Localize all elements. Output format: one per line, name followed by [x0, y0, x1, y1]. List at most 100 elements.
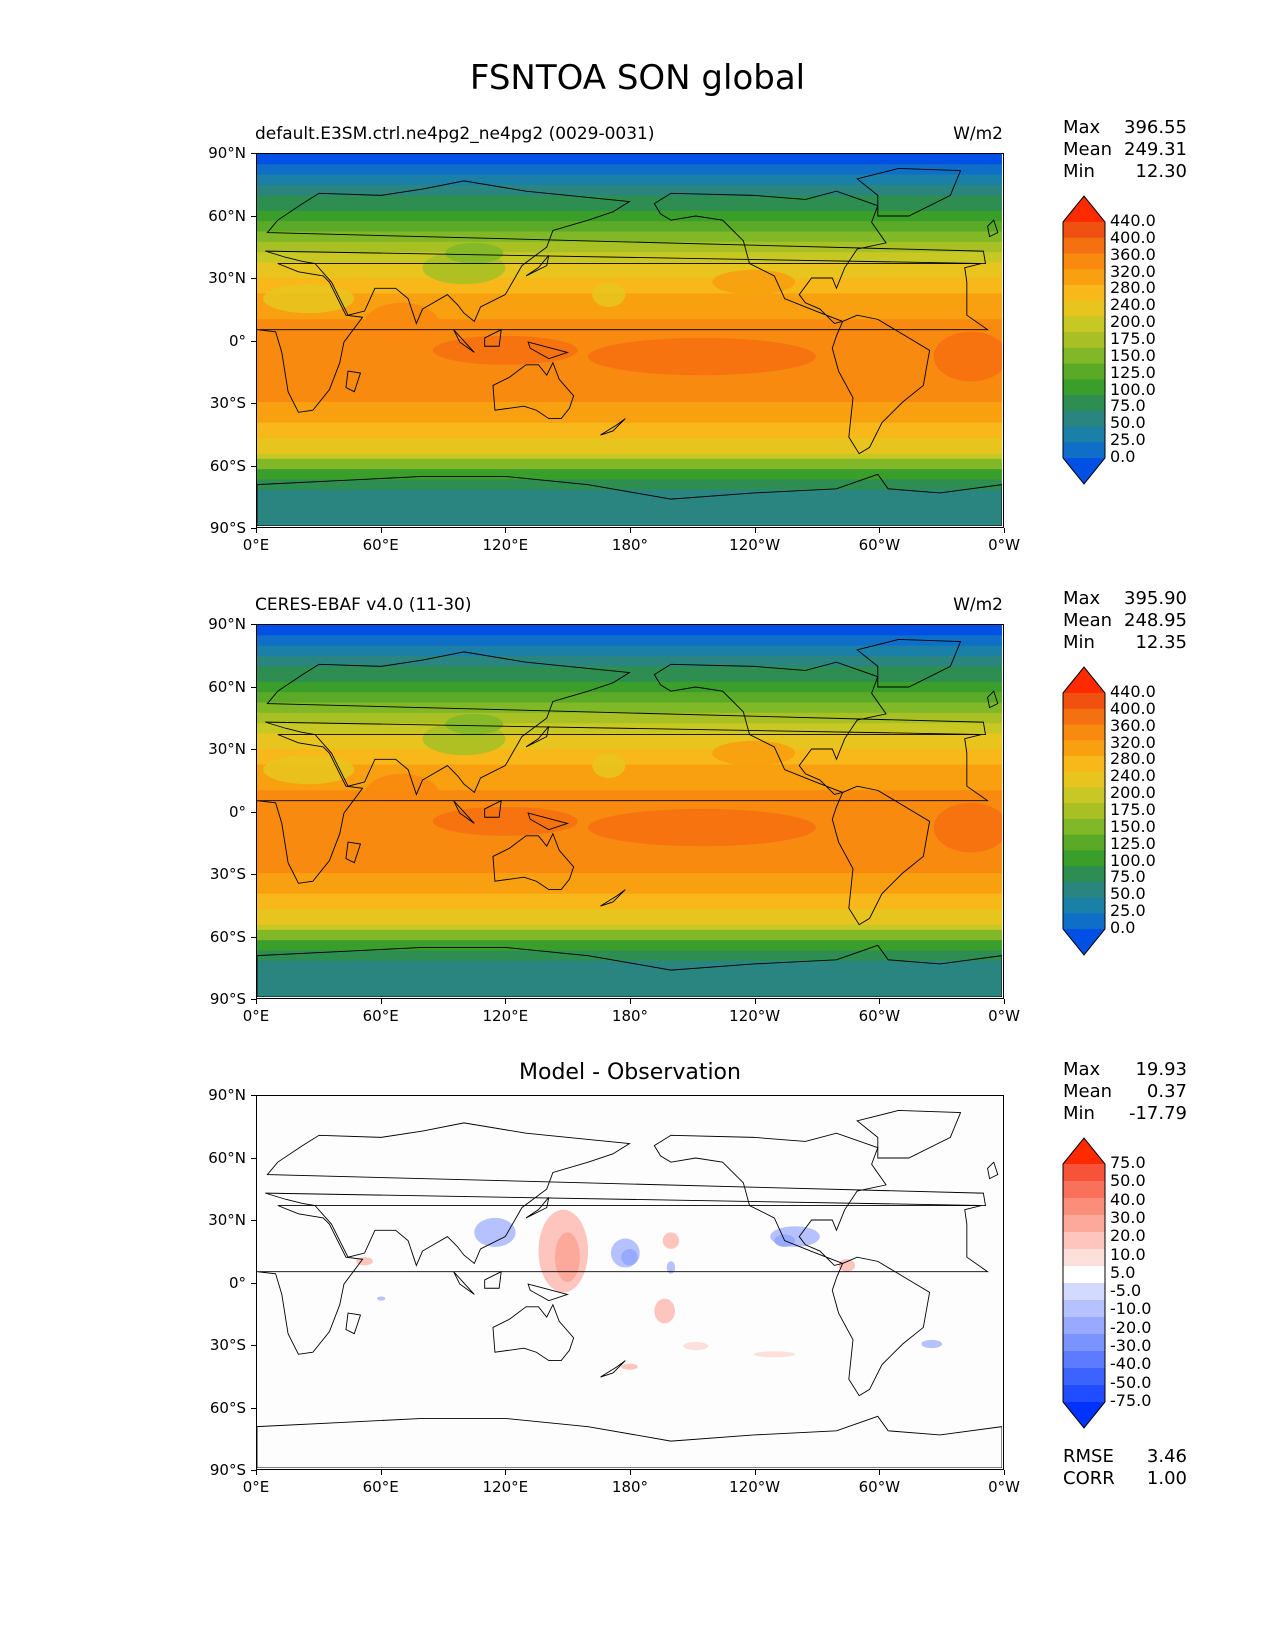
continent-outline	[345, 1312, 362, 1335]
rmse-corr-block: RMSE 3.46 CORR 1.00	[1063, 1446, 1187, 1490]
longitude-tick	[256, 1470, 257, 1475]
colorbar-extend-min	[1063, 458, 1105, 484]
stat-value: 0.37	[1146, 1081, 1187, 1102]
longitude-tick-label: 120°E	[482, 1007, 529, 1025]
panel-units: W/m2	[953, 595, 1003, 615]
colorbar-segment	[1063, 1249, 1105, 1267]
contour-blob	[712, 740, 796, 766]
colorbar-segment	[1063, 284, 1105, 302]
contour-blob	[588, 337, 816, 376]
colorbar-tick-label: 175.0	[1110, 800, 1156, 819]
contour-band	[257, 169, 1002, 176]
contour-band	[257, 283, 1002, 289]
contour-band	[257, 780, 1002, 786]
colorbar-outline	[1062, 1137, 1106, 1429]
figure-title: FSNTOA SON global	[469, 58, 806, 98]
contour-band	[257, 464, 1002, 470]
latitude-tick-label: 90°S	[209, 1461, 246, 1479]
contour-band	[257, 324, 1002, 331]
contour-band	[257, 262, 1002, 269]
colorbar-tick-label: 440.0	[1110, 211, 1156, 230]
contour-band	[257, 862, 1002, 869]
stat-label: Min	[1063, 161, 1095, 182]
contour-band	[257, 221, 1002, 227]
longitude-tick	[630, 1470, 631, 1475]
longitude-tick	[879, 999, 881, 1004]
continent-outline	[600, 889, 626, 907]
longitude-tick-label: 180°	[611, 1478, 649, 1496]
contour-band	[257, 929, 1002, 936]
continent-outline	[525, 725, 550, 748]
difference-blob	[683, 1341, 709, 1351]
continent-outline	[653, 1132, 887, 1266]
colorbar-tick-label: 125.0	[1110, 362, 1156, 382]
difference-blob	[621, 1248, 638, 1266]
contour-band	[257, 179, 1002, 186]
contour-band	[257, 702, 1002, 709]
difference-blob	[662, 1232, 680, 1249]
contour-band	[257, 924, 1002, 931]
contour-band	[257, 453, 1002, 460]
contour-band	[257, 785, 1002, 791]
contour-band	[257, 288, 1002, 295]
longitude-tick-label: 60°E	[362, 1007, 399, 1025]
contour-band	[257, 976, 1002, 983]
colorbar-segment	[1063, 724, 1105, 741]
longitude-tick-label: 60°W	[858, 1478, 901, 1496]
contour-band	[257, 278, 1002, 284]
contour-band	[257, 950, 1002, 957]
difference-blob	[555, 1232, 580, 1282]
latitude-tick	[251, 1470, 256, 1471]
contour-band	[257, 692, 1002, 698]
contour-band	[257, 236, 1002, 243]
contour-band	[257, 945, 1002, 952]
stat-row: RMSE 3.46	[1063, 1446, 1187, 1468]
latitude-tick-label: 30°N	[208, 740, 246, 758]
colorbar: 440.0 400.0 360.0 320.0 280.0 240.0 200.0 175.0…	[1062, 666, 1156, 960]
longitude-tick	[754, 999, 756, 1004]
continent-outline	[265, 1122, 986, 1267]
contour-band	[257, 873, 1002, 879]
stat-value: 249.31	[1124, 139, 1187, 160]
latitude-tick-label: 30°S	[209, 865, 246, 883]
continent-outline	[525, 254, 550, 277]
colorbar-segment	[1063, 693, 1105, 710]
colorbar-tick-label: 360.0	[1110, 715, 1156, 735]
contour-band	[257, 769, 1002, 776]
contour-field	[257, 625, 1002, 997]
longitude-tick-label: 0°W	[988, 1007, 1020, 1025]
colorbar-tick-label: 240.0	[1110, 295, 1156, 315]
colorbar-tick-label: 125.0	[1110, 833, 1156, 853]
colorbar-tick-label: -40.0	[1110, 1354, 1152, 1374]
contour-band	[257, 448, 1002, 455]
contour-band	[257, 795, 1002, 802]
longitude-tick-label: 120°W	[729, 1478, 781, 1496]
contour-band	[257, 723, 1002, 729]
continent-outline	[831, 314, 931, 455]
colorbar-tick-label: 200.0	[1110, 312, 1156, 332]
contour-band	[257, 443, 1002, 450]
contour-band	[257, 334, 1002, 341]
contour-blob	[592, 753, 626, 778]
contour-blob	[445, 242, 504, 264]
contour-band	[257, 407, 1002, 413]
colorbar-segment	[1063, 253, 1105, 270]
contour-band	[257, 707, 1002, 714]
longitude-tick	[630, 528, 631, 533]
contour-band	[257, 671, 1002, 678]
colorbar-segment	[1063, 237, 1105, 254]
stat-row: Max 396.55	[1063, 117, 1187, 139]
difference-blob	[753, 1351, 796, 1358]
longitude-tick	[1004, 528, 1005, 533]
latitude-tick-label: 90°S	[209, 990, 246, 1008]
colorbar-segment	[1063, 708, 1105, 725]
colorbar-tick-label: 280.0	[1110, 278, 1156, 298]
contour-band	[257, 759, 1002, 766]
contour-band	[257, 971, 1002, 977]
continent-outline	[265, 651, 986, 796]
colorbar-svg	[1062, 195, 1106, 485]
contour-band	[257, 904, 1002, 910]
contour-band	[257, 412, 1002, 419]
contour-band	[257, 852, 1002, 859]
continent-outline	[492, 832, 575, 891]
